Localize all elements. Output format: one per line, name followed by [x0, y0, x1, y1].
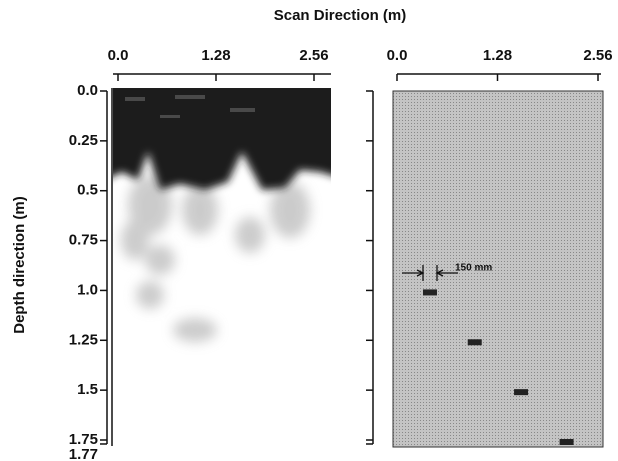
y-axis-title: Depth direction (m) [11, 196, 28, 334]
y-tick-label: 0.5 [77, 182, 98, 199]
x-tick-label: 2.56 [299, 47, 328, 64]
x-tick-label: 1.28 [483, 47, 512, 64]
target [514, 389, 529, 396]
x-tick-label: 0.0 [387, 47, 408, 64]
dimension-arrow [402, 265, 458, 281]
target [422, 289, 437, 296]
model-panel [392, 90, 604, 448]
x-tick-label: 1.28 [201, 47, 230, 64]
y-tick-label: 1.77 [69, 446, 98, 461]
x-tick-label: 0.0 [108, 47, 129, 64]
x-tick-label: 2.56 [583, 47, 612, 64]
y-tick-label: 1.0 [77, 281, 98, 298]
y-tick-label: 0.25 [69, 132, 98, 149]
y-tick-label: 1.25 [69, 331, 98, 348]
y-tick-label: 0.0 [77, 82, 98, 99]
radargram [113, 88, 331, 445]
target [467, 339, 482, 346]
target [559, 438, 574, 445]
y-tick-label: 0.75 [69, 232, 98, 249]
annotation: 150 mm [455, 263, 492, 274]
y-tick-label: 1.5 [77, 381, 98, 398]
y-tick-label: 1.75 [69, 431, 98, 448]
x-axis-title: Scan Direction (m) [274, 7, 407, 24]
